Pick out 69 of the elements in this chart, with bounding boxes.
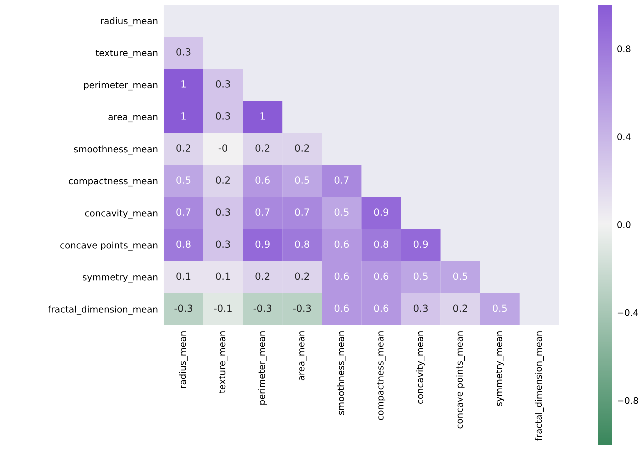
- data-label: 0.7: [295, 208, 310, 216]
- y-tick-label: concave points_mean: [60, 242, 158, 251]
- data-label: 0.3: [216, 80, 230, 88]
- x-tick-label: area_mean: [300, 332, 307, 381]
- x-tick-label: compactness_mean: [377, 332, 386, 420]
- data-label: 0.6: [334, 304, 350, 312]
- color-bar-label: −0.4: [618, 309, 638, 316]
- data-label: 0.6: [374, 304, 389, 312]
- data-label: 1: [182, 80, 186, 88]
- data-label: 0.8: [295, 240, 310, 248]
- data-label: 0.9: [256, 240, 270, 248]
- data-label: 0.7: [176, 208, 191, 216]
- data-label: -0.3: [174, 304, 192, 312]
- data-label: 0.3: [216, 208, 230, 216]
- data-label: 0.1: [176, 272, 191, 280]
- x-tick-label: symmetry_mean: [496, 332, 504, 406]
- data-label: -0: [218, 144, 228, 152]
- data-label: 0.3: [216, 240, 230, 248]
- data-label: 0.5: [176, 176, 191, 184]
- color-bar-label: 0.0: [618, 222, 631, 228]
- color-bar-label: −0.8: [618, 397, 638, 404]
- data-label: 0.6: [334, 272, 350, 280]
- x-tick-label: texture_mean: [219, 332, 228, 394]
- data-label: -0.3: [293, 304, 312, 312]
- data-label: 0.3: [216, 112, 230, 120]
- data-label: 0.3: [414, 304, 428, 312]
- data-label: 1: [182, 112, 186, 120]
- y-tick-label: concavity_mean: [85, 210, 158, 219]
- data-label: 0.2: [453, 304, 468, 312]
- y-tick-label: smoothness_mean: [74, 146, 158, 155]
- data-label: 0.5: [334, 208, 349, 216]
- data-label: 0.3: [176, 48, 191, 56]
- y-tick-label: texture_mean: [96, 50, 158, 58]
- x-tick-label: concave points_mean: [456, 332, 466, 429]
- data-label: 0.2: [295, 272, 310, 280]
- data-label: 0.2: [176, 144, 190, 152]
- y-tick-label: fractal_dimension_mean: [48, 306, 158, 315]
- color-bar-label: 0.8: [618, 46, 631, 52]
- data-label: -0.1: [214, 304, 232, 312]
- y-tick-label: compactness_mean: [69, 178, 158, 187]
- y-tick-label: area_mean: [108, 115, 158, 123]
- x-tick-label: perimeter_mean: [258, 332, 268, 405]
- data-label: 0.2: [256, 272, 270, 280]
- data-label: 0.5: [295, 176, 310, 184]
- data-label: 0.8: [176, 240, 191, 248]
- data-label: 0.9: [374, 208, 389, 216]
- data-label: 0.2: [256, 144, 270, 152]
- x-tick-label: smoothness_mean: [337, 332, 346, 416]
- data-label: 0.1: [216, 272, 230, 280]
- x-tick-label: fractal_dimension_mean: [535, 332, 544, 442]
- data-label: 0.5: [414, 272, 428, 280]
- data-label: 0.5: [453, 272, 468, 280]
- x-tick-label: concavity_mean: [416, 332, 426, 404]
- data-label: 0.6: [334, 240, 350, 248]
- data-label: -0.3: [254, 304, 272, 312]
- data-label: 0.7: [334, 176, 349, 184]
- data-label: 0.5: [493, 304, 507, 312]
- data-label: 0.6: [374, 272, 389, 280]
- data-label: 0.8: [374, 240, 389, 248]
- color-bar-label: 0.4: [618, 134, 631, 140]
- data-label: 1: [260, 112, 266, 120]
- data-label: 0.2: [216, 176, 230, 184]
- data-label: 0.9: [414, 240, 428, 248]
- data-label: 0.7: [256, 208, 270, 216]
- data-label: 0.6: [256, 176, 270, 184]
- y-tick-label: symmetry_mean: [83, 274, 158, 283]
- y-tick-label: perimeter_mean: [84, 82, 158, 91]
- data-label: 0.2: [295, 144, 310, 152]
- y-tick-label: radius_mean: [101, 18, 158, 27]
